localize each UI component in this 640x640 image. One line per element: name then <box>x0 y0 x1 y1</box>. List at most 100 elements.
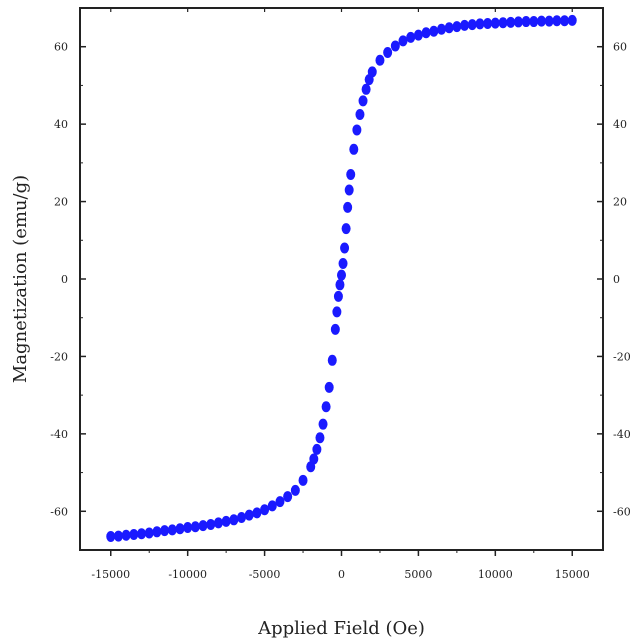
data-point <box>327 354 337 366</box>
data-point <box>309 453 319 465</box>
data-point <box>444 22 454 34</box>
data-point <box>252 507 262 519</box>
data-point <box>332 306 342 318</box>
y-axis-ticks: -60 -60 -40 -40 -20 -20 0 0 20 20 40 40 60 60 <box>50 7 631 551</box>
y-tick-label-right: 0 <box>613 273 620 286</box>
y-axis-label: Magnetization (emu/g) <box>10 175 31 383</box>
data-point <box>137 528 147 540</box>
data-point <box>106 530 116 542</box>
data-point <box>330 323 340 335</box>
data-point <box>183 522 193 534</box>
x-axis-label: Applied Field (Oe) <box>257 618 425 639</box>
data-point <box>483 17 493 29</box>
y-tick-label-right: 40 <box>613 118 627 131</box>
x-tick-label: -15000 <box>91 568 130 581</box>
data-point <box>213 517 223 529</box>
data-point <box>355 108 365 120</box>
data-point <box>349 143 359 155</box>
data-point <box>129 529 139 541</box>
y-tick-label-left: -20 <box>50 350 68 363</box>
data-point <box>344 184 354 196</box>
y-tick-label-left: 20 <box>54 196 68 209</box>
data-point <box>190 521 200 533</box>
x-tick-label: -10000 <box>168 568 207 581</box>
data-point <box>338 258 348 270</box>
data-point <box>460 19 470 31</box>
data-point <box>475 18 485 30</box>
data-point <box>333 290 343 302</box>
data-point <box>536 15 546 27</box>
data-point <box>324 381 334 393</box>
data-point <box>343 201 353 213</box>
data-point <box>529 16 539 28</box>
data-point <box>175 523 185 535</box>
data-point <box>436 23 446 35</box>
data-point <box>144 527 154 539</box>
data-point <box>283 491 293 503</box>
y-tick-label-left: 40 <box>54 118 68 131</box>
data-point <box>121 529 131 541</box>
data-point <box>544 15 554 27</box>
data-point <box>452 21 462 33</box>
data-point <box>467 19 477 31</box>
data-point <box>244 509 254 521</box>
y-tick-label-left: -40 <box>50 428 68 441</box>
y-tick-label-right: -20 <box>613 350 631 363</box>
data-point <box>567 14 577 26</box>
y-tick-label-left: -60 <box>50 505 68 518</box>
data-point <box>352 124 362 136</box>
data-points <box>106 14 577 542</box>
x-axis-ticks: -15000 -10000 -5000 0 5000 10000 15000 <box>91 8 590 581</box>
data-point <box>413 29 423 41</box>
data-point <box>361 83 371 95</box>
y-tick-label-right: 20 <box>613 196 627 209</box>
data-point <box>406 31 416 43</box>
data-point <box>318 418 328 430</box>
data-point <box>340 242 350 254</box>
data-point <box>513 16 523 28</box>
data-point <box>198 520 208 532</box>
data-point <box>341 223 351 235</box>
y-tick-label-left: 0 <box>61 273 68 286</box>
data-point <box>113 530 123 542</box>
data-point <box>506 16 516 28</box>
x-tick-label: 15000 <box>555 568 590 581</box>
data-point <box>275 496 285 508</box>
data-point <box>267 500 277 512</box>
x-tick-label: 10000 <box>478 568 513 581</box>
data-point <box>237 511 247 523</box>
y-tick-label-left: 60 <box>54 41 68 54</box>
y-tick-label-right: -60 <box>613 505 631 518</box>
data-point <box>346 168 356 180</box>
data-point <box>429 25 439 37</box>
data-point <box>221 515 231 527</box>
data-point <box>375 54 385 66</box>
data-point <box>390 40 400 52</box>
data-point <box>398 35 408 47</box>
data-point <box>321 401 331 413</box>
data-point <box>290 484 300 496</box>
data-point <box>335 279 345 291</box>
data-point <box>552 15 562 27</box>
data-point <box>315 432 325 444</box>
data-point <box>298 474 308 486</box>
data-point <box>383 47 393 59</box>
x-tick-label: 0 <box>338 568 345 581</box>
data-point <box>560 15 570 27</box>
y-tick-label-right: -40 <box>613 428 631 441</box>
data-point <box>160 525 170 537</box>
data-point <box>152 526 162 538</box>
data-point <box>229 514 239 526</box>
x-tick-label: 5000 <box>404 568 432 581</box>
data-point <box>260 504 270 516</box>
data-point <box>521 16 531 28</box>
data-point <box>337 269 346 281</box>
data-point <box>167 524 177 536</box>
y-tick-label-right: 60 <box>613 41 627 54</box>
data-point <box>490 17 500 29</box>
data-point <box>421 27 431 39</box>
data-point <box>358 95 368 107</box>
data-point <box>498 17 508 29</box>
x-tick-label: -5000 <box>249 568 281 581</box>
